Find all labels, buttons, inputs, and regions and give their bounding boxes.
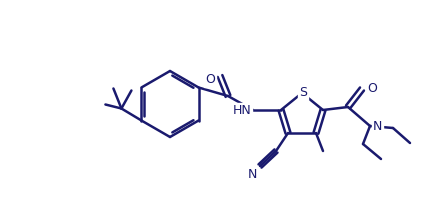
Text: O: O bbox=[205, 73, 215, 86]
Text: HN: HN bbox=[232, 104, 251, 117]
Text: O: O bbox=[367, 81, 377, 95]
Text: N: N bbox=[247, 168, 257, 181]
Text: S: S bbox=[299, 85, 307, 99]
Text: N: N bbox=[373, 120, 382, 132]
